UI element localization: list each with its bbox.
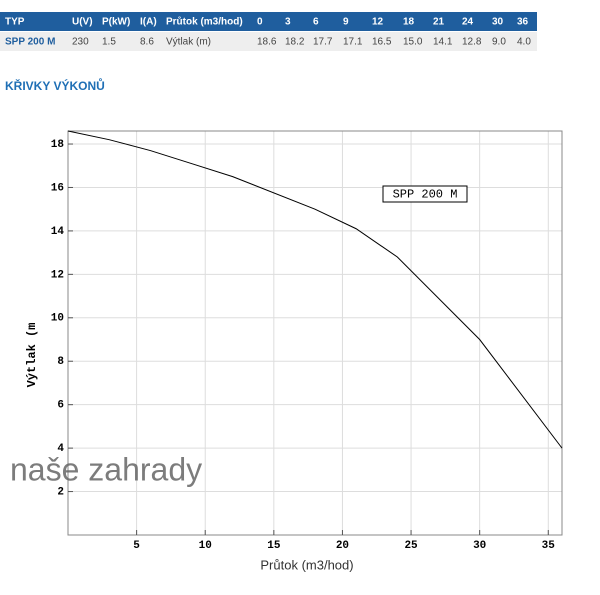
x-tick-label: 5 [133, 540, 140, 552]
x-tick-label: 35 [542, 540, 556, 552]
section-heading: KŘIVKY VÝKONŮ [5, 77, 105, 93]
table-cell: 9.0 [492, 37, 506, 48]
x-tick-label: 25 [404, 540, 418, 552]
table-cell: 17.1 [343, 37, 363, 48]
table-header-cell: 0 [257, 17, 263, 28]
x-tick-label: 20 [336, 540, 349, 552]
y-axis-label: Výtlak (m [25, 323, 39, 388]
x-tick-label: 15 [267, 540, 281, 552]
y-tick-label: 10 [51, 313, 64, 325]
y-tick-label: 12 [51, 269, 64, 281]
table-cell: 14.1 [433, 37, 453, 48]
table-header-cell: 24 [462, 17, 474, 28]
table-header-cell: 36 [517, 17, 529, 28]
table-cell: SPP 200 M [5, 37, 55, 48]
watermark: naše zahrady [10, 451, 202, 487]
table-header-cell: 30 [492, 17, 504, 28]
table-header-cell: TYP [5, 17, 25, 28]
x-tick-label: 10 [199, 540, 212, 552]
table-header-cell: Průtok (m3/hod) [166, 16, 243, 28]
legend-box [382, 185, 468, 203]
table-cell: Výtlak (m) [166, 37, 211, 48]
table-header-cell: 9 [343, 17, 349, 28]
table-cell: 15.0 [403, 37, 423, 48]
table-header-cell: 18 [403, 17, 415, 28]
table-header-bg [0, 12, 537, 31]
table-header-cell: 6 [313, 17, 319, 28]
table-header-cell: U(V) [72, 17, 93, 28]
table-cell: 16.5 [372, 37, 392, 48]
table-cell: 18.6 [257, 37, 277, 48]
x-axis-label: Průtok (m3/hod) [260, 557, 353, 572]
table-header-cell: 21 [433, 17, 445, 28]
y-tick-label: 2 [57, 486, 64, 498]
table-header-cell: 3 [285, 17, 291, 28]
x-tick-label: 30 [473, 540, 486, 552]
y-tick-label: 8 [57, 356, 64, 368]
table-cell: 4.0 [517, 37, 531, 48]
y-tick-label: 4 [57, 443, 64, 455]
table-row-bg [0, 32, 537, 51]
y-tick-label: 16 [51, 182, 64, 194]
table-header-cell: I(A) [140, 17, 157, 28]
table-cell: 17.7 [313, 37, 333, 48]
table-cell: 8.6 [140, 37, 154, 48]
table-cell: 1.5 [102, 37, 116, 48]
legend-label: SPP 200 M [393, 188, 458, 202]
table-header-cell: P(kW) [102, 17, 130, 28]
y-tick-label: 6 [57, 400, 64, 412]
table-cell: 230 [72, 37, 89, 48]
y-tick-label: 14 [51, 226, 65, 238]
table-cell: 18.2 [285, 37, 305, 48]
plot-frame [67, 130, 563, 536]
table-header-cell: 12 [372, 17, 384, 28]
y-tick-label: 18 [51, 139, 65, 151]
table-cell: 12.8 [462, 37, 482, 48]
series-line [67, 130, 563, 449]
